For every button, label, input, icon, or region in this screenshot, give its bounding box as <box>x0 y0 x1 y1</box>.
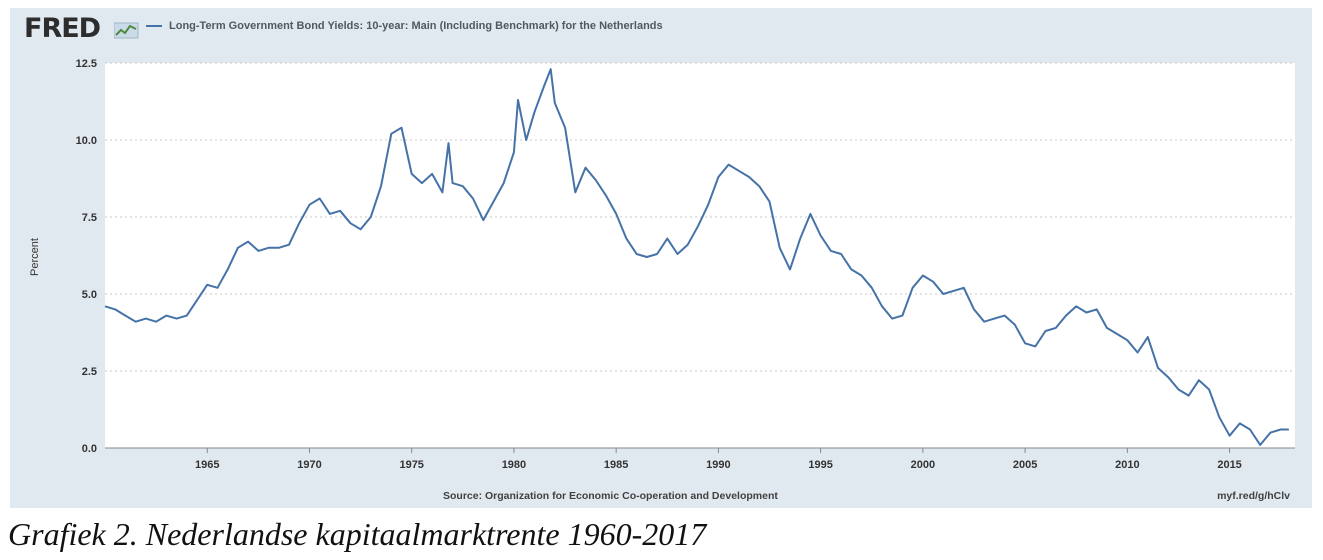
legend-label: Long-Term Government Bond Yields: 10-yea… <box>169 20 663 32</box>
x-tick-label: 2010 <box>1115 459 1139 471</box>
y-tick-label: 0.0 <box>82 443 97 455</box>
fred-graph-icon <box>114 22 139 39</box>
y-tick-label: 12.5 <box>76 58 97 70</box>
x-tick-label: 1990 <box>706 459 730 471</box>
y-axis-ticks: 0.0 2.5 5.0 7.5 10.0 12.5 <box>76 58 97 455</box>
fred-logo[interactable]: FRED <box>24 13 101 44</box>
x-tick-label: 1970 <box>297 459 321 471</box>
legend-line-swatch <box>146 25 162 27</box>
y-tick-label: 2.5 <box>82 366 97 378</box>
y-axis-label: Percent <box>29 238 41 276</box>
plot-area <box>105 63 1295 448</box>
gridlines <box>105 62 1295 449</box>
x-tick-label: 1965 <box>195 459 219 471</box>
y-tick-label: 10.0 <box>76 135 97 147</box>
chart-panel: 0.0 2.5 5.0 7.5 10.0 12.5 1965 1970 1975 1980 198… <box>10 8 1312 508</box>
x-tick-label: 1975 <box>399 459 423 471</box>
short-link[interactable]: myf.red/g/hClv <box>1217 490 1290 502</box>
figure-caption: Grafiek 2. Nederlandse kapitaalmarktrent… <box>8 516 707 552</box>
source-note[interactable]: Source: Organization for Economic Co-ope… <box>443 490 778 502</box>
y-tick-label: 5.0 <box>82 289 97 301</box>
legend: Long-Term Government Bond Yields: 10-yea… <box>146 20 663 32</box>
y-tick-label: 7.5 <box>82 212 97 224</box>
x-tick-label: 1980 <box>502 459 526 471</box>
series-line-netherlands-10y-yield <box>104 68 1289 446</box>
x-tick-label: 1995 <box>808 459 832 471</box>
x-axis-ticks: 1965 1970 1975 1980 1985 1990 1995 2000 2005 2010… <box>195 448 1242 471</box>
x-tick-label: 2005 <box>1013 459 1037 471</box>
x-tick-label: 2000 <box>911 459 935 471</box>
x-tick-label: 1985 <box>604 459 628 471</box>
line-chart: 0.0 2.5 5.0 7.5 10.0 12.5 1965 1970 1975 1980 198… <box>76 58 1295 471</box>
x-tick-label: 2015 <box>1217 459 1241 471</box>
